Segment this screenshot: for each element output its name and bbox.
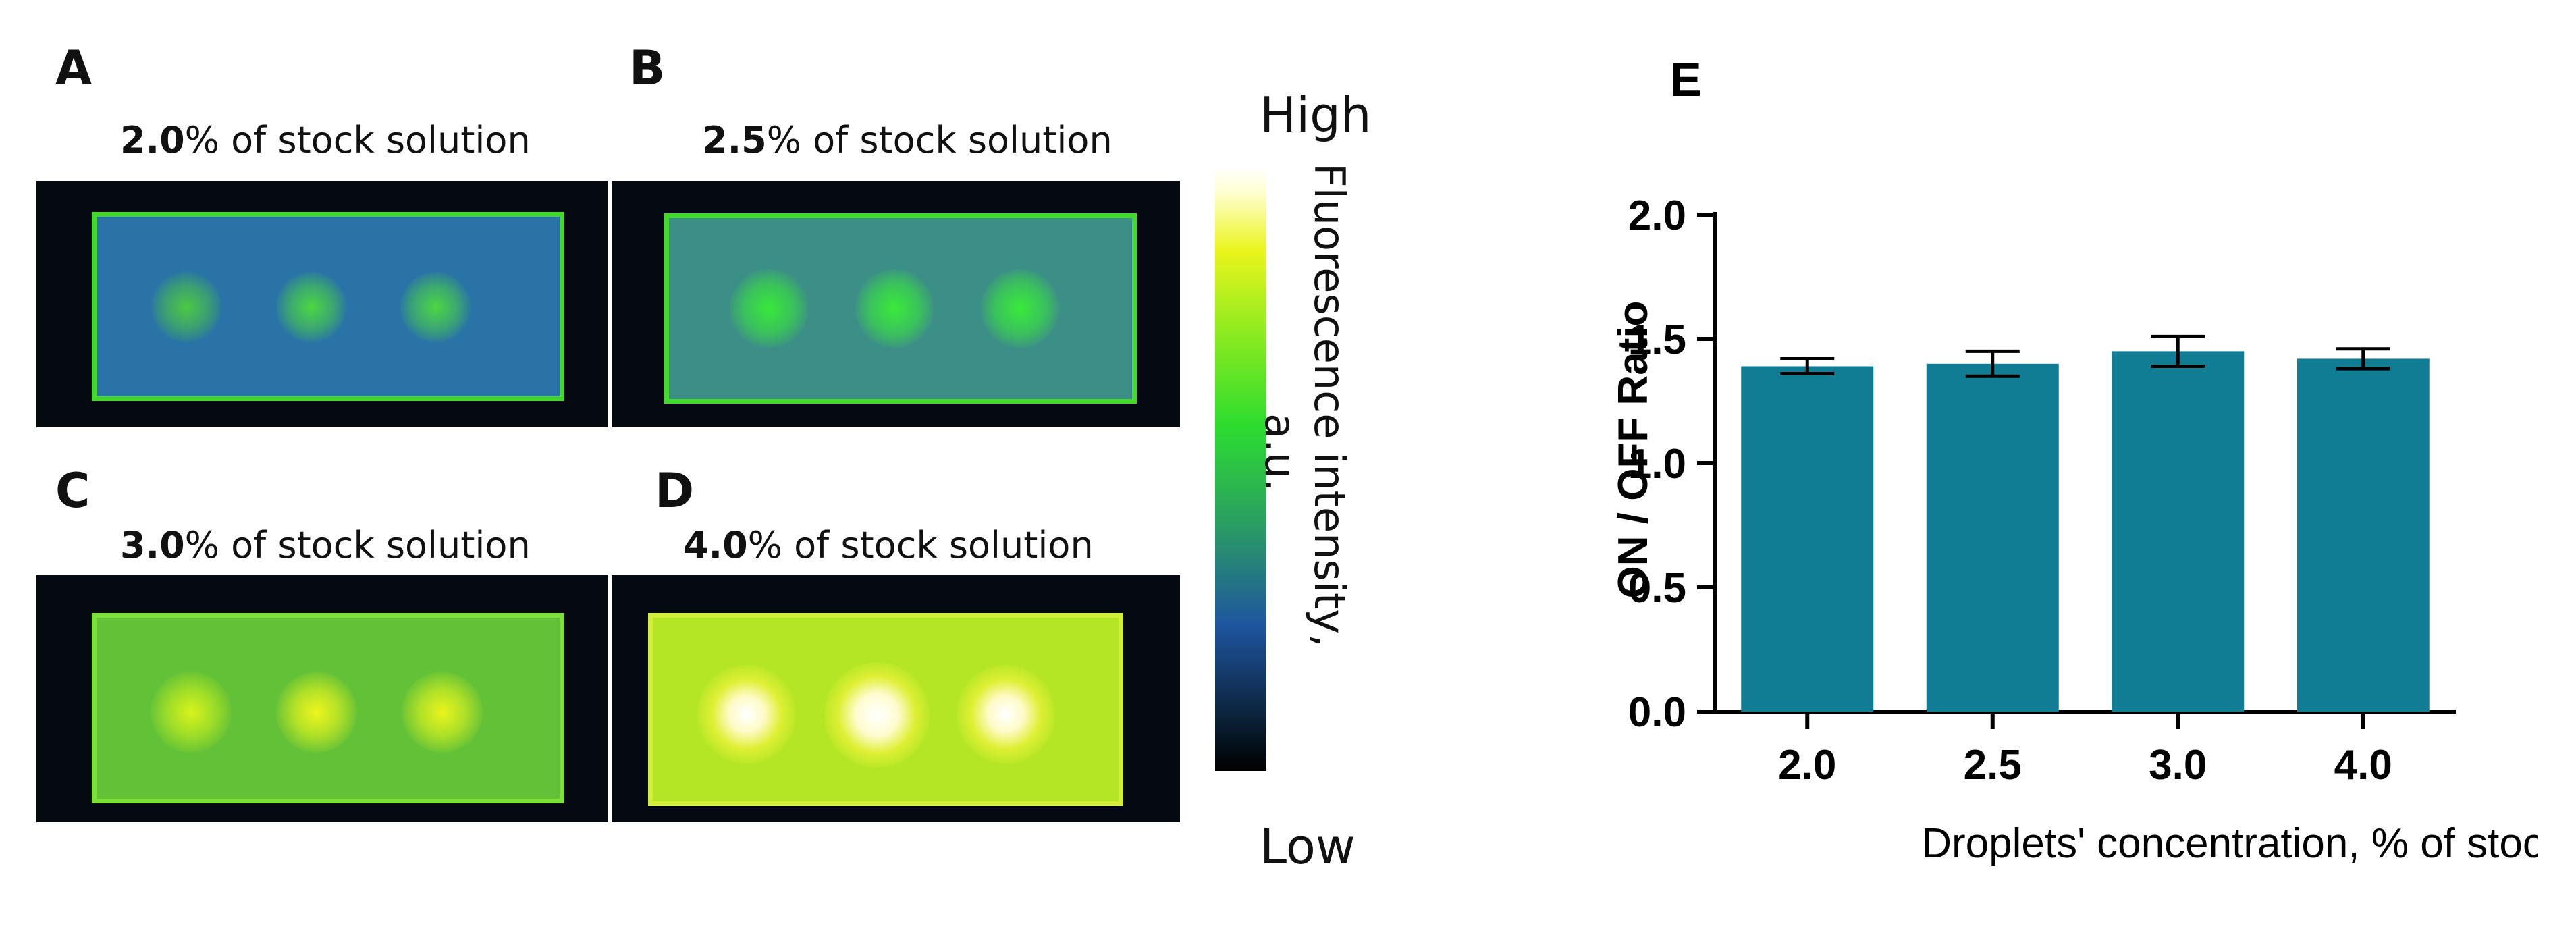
y-tick-label-0: 0.0 [1628, 689, 1686, 736]
bar-3.0 [2112, 351, 2245, 712]
bar-4.0 [2297, 358, 2430, 712]
caption-b-value: 2.5 [702, 119, 767, 161]
droplet-spot-a2 [276, 272, 346, 342]
slide-a [92, 212, 564, 401]
bar-chart: E 0.0 0.5 1.0 1.5 2.0 2.0 2.5 3.0 4.0 Droplets' c… [1610, 53, 2538, 867]
droplet-spot-a1 [151, 272, 221, 342]
droplet-spot-d2 [824, 662, 930, 768]
colorbar-title-line1: Fluorescence intensity, [1305, 163, 1354, 647]
chart-plot-area: 0.0 0.5 1.0 1.5 2.0 2.0 2.5 3.0 4.0 Droplets' con… [1610, 192, 2538, 867]
caption-b: 2.5% of stock solution [702, 119, 1112, 161]
droplet-spot-c2 [276, 672, 357, 753]
x-tick-label-2.0: 2.0 [1778, 742, 1836, 789]
droplet-spot-d3 [957, 665, 1055, 764]
droplet-spot-b3 [981, 269, 1059, 348]
x-tick-label-3.0: 3.0 [2149, 742, 2207, 789]
caption-d-text: % of stock solution [747, 524, 1094, 566]
fluorescence-image-c [36, 575, 608, 822]
colorbar-title: Fluorescence intensity, a.u. [1256, 163, 1354, 647]
panel-letter-a: A [55, 41, 92, 96]
caption-c: 3.0% of stock solution [120, 524, 531, 566]
slide-b [664, 213, 1137, 404]
droplet-spot-b1 [730, 269, 808, 348]
x-tick-label-2.5: 2.5 [1964, 742, 2022, 789]
droplet-spot-c3 [402, 672, 483, 753]
droplet-spot-a3 [400, 272, 471, 342]
y-tick-label-3: 1.5 [1628, 317, 1686, 363]
caption-a-text: % of stock solution [184, 119, 531, 161]
fluorescence-image-b [612, 181, 1180, 427]
colorbar-title-line2: a.u. [1256, 413, 1305, 492]
slide-c [92, 613, 564, 803]
y-tick-label-2: 1.0 [1628, 441, 1686, 487]
fluorescence-image-a [36, 181, 608, 427]
caption-b-text: % of stock solution [766, 119, 1112, 161]
colorbar-low-label: Low [1260, 818, 1356, 875]
caption-a: 2.0% of stock solution [120, 119, 531, 161]
slide-d [648, 613, 1123, 806]
y-tick-label-4: 2.0 [1628, 192, 1686, 239]
fluorescence-colorbar [1215, 166, 1266, 771]
droplet-spot-c1 [151, 672, 232, 753]
caption-a-value: 2.0 [120, 119, 185, 161]
panel-letter-d: D [655, 463, 695, 518]
bar-2.0 [1741, 366, 1874, 712]
x-axis-label: Droplets' concentration, % of stock solu… [1921, 820, 2538, 867]
colorbar-high-label: High [1260, 86, 1372, 143]
bar-2.5 [1926, 363, 2059, 712]
droplet-spot-b2 [855, 269, 934, 348]
y-axis-label: ON / OFF Ratio [1610, 301, 1657, 599]
caption-c-text: % of stock solution [184, 524, 531, 566]
x-tick-label-4.0: 4.0 [2334, 742, 2392, 789]
y-tick-label-1: 0.5 [1628, 565, 1686, 612]
caption-d-value: 4.0 [683, 524, 748, 566]
fluorescence-image-d [612, 575, 1180, 822]
caption-d: 4.0% of stock solution [683, 524, 1094, 566]
panel-letter-b: B [629, 41, 666, 96]
caption-c-value: 3.0 [120, 524, 185, 566]
panel-letter-e: E [1670, 53, 1702, 106]
droplet-spot-d1 [697, 665, 796, 764]
panel-letter-c: C [55, 463, 90, 518]
